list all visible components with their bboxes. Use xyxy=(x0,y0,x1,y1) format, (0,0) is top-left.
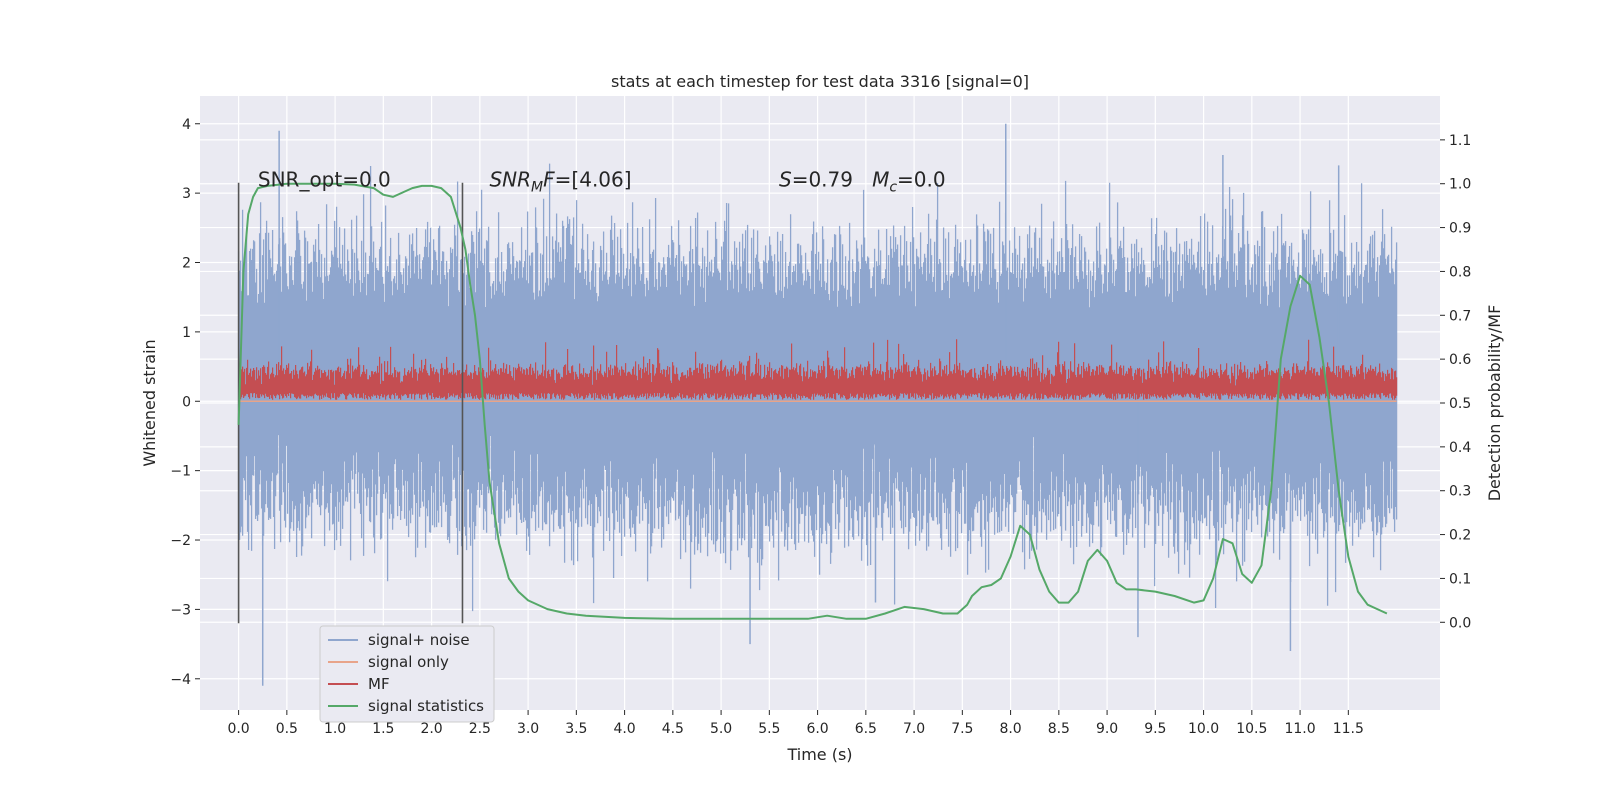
legend-label: signal+ noise xyxy=(368,631,470,649)
x-tick-label: 9.5 xyxy=(1144,721,1166,737)
y-tick-label: −4 xyxy=(170,672,191,688)
y-tick-label: 0 xyxy=(182,394,191,410)
x-tick-label: 1.0 xyxy=(324,721,346,737)
y-right-tick-label: 0.1 xyxy=(1449,571,1471,587)
y-right-tick-label: 0.0 xyxy=(1449,615,1471,631)
y-tick-label: 2 xyxy=(182,256,191,272)
x-tick-label: 6.0 xyxy=(806,721,828,737)
x-tick-label: 8.0 xyxy=(999,721,1021,737)
y-tick-label: −1 xyxy=(170,464,191,480)
y-axis-label: Whitened strain xyxy=(140,339,159,466)
x-tick-label: 10.0 xyxy=(1188,721,1219,737)
x-tick-label: 11.0 xyxy=(1284,721,1315,737)
x-tick-label: 6.5 xyxy=(855,721,877,737)
y-right-tick-label: 0.2 xyxy=(1449,528,1471,544)
x-tick-label: 5.0 xyxy=(710,721,732,737)
y-right-tick-label: 0.3 xyxy=(1449,484,1471,500)
x-tick-label: 1.5 xyxy=(372,721,394,737)
y-right-tick-label: 1.0 xyxy=(1449,177,1471,193)
x-tick-label: 0.0 xyxy=(227,721,249,737)
x-tick-label: 2.5 xyxy=(469,721,491,737)
annotation-snr-opt: SNR_opt=0.0 xyxy=(258,167,391,191)
legend-label: signal only xyxy=(368,653,449,671)
legend-label: signal statistics xyxy=(368,697,484,715)
legend: signal+ noise signal only MF signal statist… xyxy=(319,625,495,723)
annotation-s-mc: S=0.79 Mc=0.0 xyxy=(779,167,946,195)
annotation-snr-mf: SNRMF=[4.06] xyxy=(489,167,631,195)
x-tick-label: 11.5 xyxy=(1333,721,1364,737)
y-right-tick-label: 0.5 xyxy=(1449,396,1471,412)
x-tick-label: 9.0 xyxy=(1096,721,1118,737)
y-axis-right-label: Detection probability/MF xyxy=(1485,305,1504,502)
y-right-tick-label: 0.7 xyxy=(1449,308,1471,324)
x-tick-label: 8.5 xyxy=(1048,721,1070,737)
x-tick-label: 7.5 xyxy=(951,721,973,737)
series-signal-statistics xyxy=(237,182,1388,620)
x-tick-label: 10.5 xyxy=(1236,721,1267,737)
legend-box xyxy=(319,625,495,723)
x-tick-label: 2.0 xyxy=(420,721,442,737)
y-tick-label: 4 xyxy=(182,117,191,133)
legend-label: MF xyxy=(368,675,390,693)
y-tick-label: −3 xyxy=(170,602,191,618)
x-tick-label: 5.5 xyxy=(758,721,780,737)
x-tick-label: 0.5 xyxy=(276,721,298,737)
y-tick-label: 1 xyxy=(182,325,191,341)
x-tick-label: 7.0 xyxy=(903,721,925,737)
x-axis-label: Time (s) xyxy=(786,745,852,764)
annotations: SNR_opt=0.0 SNRMF=[4.06] S=0.79 Mc=0.0 xyxy=(258,167,946,195)
y-right-tick-label: 0.9 xyxy=(1449,221,1471,237)
x-tick-label: 3.0 xyxy=(517,721,539,737)
x-tick-label: 3.5 xyxy=(565,721,587,737)
y-right-tick-label: 1.1 xyxy=(1449,133,1471,149)
ticks: 0.0 0.5 1.0 1.5 2.0 2.5 3.0 3.5 4.0 4.5 5.0 5.5 6.0 6… xyxy=(170,117,1471,737)
y-right-tick-label: 0.4 xyxy=(1449,440,1471,456)
signal-statistics-line xyxy=(237,182,1388,620)
chart-title: stats at each timestep for test data 331… xyxy=(611,72,1029,91)
y-tick-label: 3 xyxy=(182,186,191,202)
x-tick-label: 4.0 xyxy=(613,721,635,737)
y-tick-label: −2 xyxy=(170,533,191,549)
y-right-tick-label: 0.6 xyxy=(1449,352,1471,368)
y-right-tick-label: 0.8 xyxy=(1449,264,1471,280)
x-tick-label: 4.5 xyxy=(662,721,684,737)
